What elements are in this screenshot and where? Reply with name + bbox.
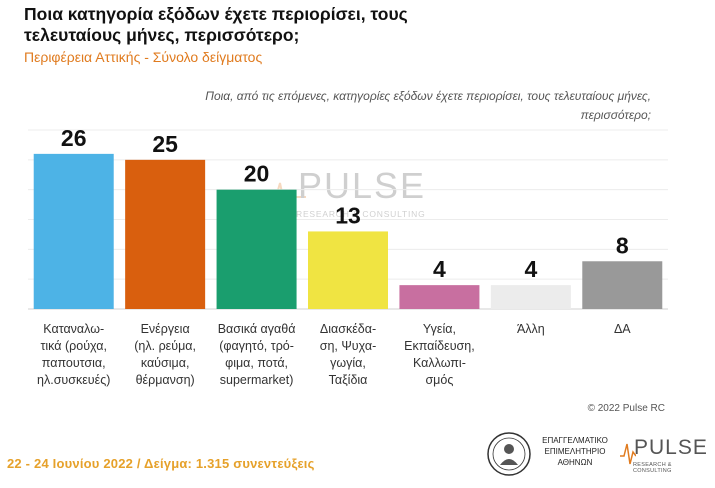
- sample-info: 22 - 24 Ιουνίου 2022 / Δείγμα: 1.315 συν…: [7, 456, 315, 471]
- category-label-2-2: φιμα, ποτά,: [225, 356, 288, 370]
- category-label-4-1: Εκπαίδευση,: [404, 339, 475, 353]
- category-label-0-0: Καταναλω-: [43, 322, 104, 336]
- category-label-0-3: ηλ.συσκευές): [37, 373, 110, 387]
- category-label-1-3: θέρμανση): [136, 373, 195, 387]
- category-label-3-2: γωγία,: [330, 356, 366, 370]
- chamber-line-3: ΑΘΗΝΩΝ: [557, 458, 593, 467]
- bar-4: [399, 285, 480, 309]
- value-label-0: 26: [61, 125, 87, 151]
- category-label-1-1: (ηλ. ρεύμα,: [134, 339, 196, 353]
- category-label-2-0: Βασικά αγαθά: [218, 322, 296, 336]
- category-label-4-2: Καλλωπι-: [413, 356, 466, 370]
- pulse-logo-sub: RESEARCH & CONSULTING: [633, 462, 672, 474]
- bar-5: [490, 285, 571, 309]
- pulse-watermark: PULSE RESEARCH & CONSULTING: [266, 165, 436, 225]
- bars: [33, 153, 663, 309]
- chart-title: Ποια κατηγορία εξόδων έχετε περιορίσει, …: [24, 4, 464, 46]
- category-label-6-0: ΔΑ: [614, 322, 631, 336]
- category-label-4-3: σμός: [425, 373, 453, 387]
- chart-subtitle: Περιφέρεια Αττικής - Σύνολο δείγματος: [24, 49, 263, 65]
- copyright: © 2022 Pulse RC: [587, 403, 665, 414]
- value-label-3: 13: [335, 202, 361, 228]
- chamber-line-1: ΕΠΑΓΓΕΛΜΑΤΙΚΟ: [542, 436, 608, 445]
- value-label-6: 8: [616, 232, 629, 258]
- category-label-0-2: παπουτσια,: [42, 356, 106, 370]
- category-label-1-0: Ενέργεια: [141, 322, 190, 336]
- value-label-2: 20: [244, 161, 270, 187]
- heartbeat-wave-icon: [620, 443, 636, 465]
- watermark-sub: RESEARCH & CONSULTING: [296, 209, 426, 219]
- category-label-3-0: Διασκέδα-: [320, 322, 376, 336]
- chamber-name: ΕΠΑΓΓΕΛΜΑΤΙΚΟ ΕΠΙΜΕΛΗΤΗΡΙΟ ΑΘΗΝΩΝ: [536, 435, 614, 468]
- bar-6: [582, 261, 663, 309]
- chamber-logo: ΕΠΑΓΓΕΛΜΑΤΙΚΟ ΕΠΙΜΕΛΗΤΗΡΙΟ ΑΘΗΝΩΝ: [486, 432, 626, 476]
- question-line-1: Ποια, από τις επόμενες, κατηγορίες εξόδω…: [205, 89, 651, 103]
- pulse-logo: PULSE RESEARCH & CONSULTING: [620, 434, 707, 476]
- title-line-1: Ποια κατηγορία εξόδων έχετε περιορίσει, …: [24, 4, 408, 24]
- title-line-2: τελευταίους μήνες, περισσότερο;: [24, 25, 300, 45]
- chamber-line-2: ΕΠΙΜΕΛΗΤΗΡΙΟ: [544, 447, 606, 456]
- value-label-1: 25: [152, 131, 178, 157]
- value-label-5: 4: [524, 256, 537, 282]
- category-label-3-3: Ταξίδια: [329, 373, 368, 387]
- category-label-5-0: Άλλη: [517, 322, 545, 336]
- pulse-logo-word: PULSE: [634, 436, 708, 459]
- question-text: Ποια, από τις επόμενες, κατηγορίες εξόδω…: [131, 87, 651, 125]
- bar-0: [33, 153, 114, 309]
- bar-1: [125, 159, 206, 309]
- category-label-3-1: ση, Ψυχα-: [320, 339, 377, 353]
- category-label-4-0: Υγεία,: [423, 322, 456, 336]
- watermark-word: PULSE: [298, 165, 427, 206]
- category-label-1-2: καύσιμα,: [141, 356, 190, 370]
- category-label-2-1: (φαγητό, τρό-: [219, 339, 294, 353]
- chamber-seal-icon: [487, 432, 531, 476]
- bar-3: [308, 231, 388, 309]
- bar-2: [216, 189, 297, 309]
- category-labels: Καταναλω-τικά (ρούχα, παπουτσια, ηλ.συσκευ…: [37, 322, 631, 387]
- value-labels: 26 25 20 13 4 4 8: [61, 125, 629, 282]
- value-label-4: 4: [433, 256, 446, 282]
- question-line-2: περισσότερο;: [580, 108, 651, 122]
- category-label-2-3: supermarket): [220, 373, 294, 387]
- category-label-0-1: τικά (ρούχα,: [40, 339, 107, 353]
- bar-chart: 26 25 20 13 4 4 8 Καταναλω-τικά (ρούχα, παπουτσ…: [28, 125, 668, 387]
